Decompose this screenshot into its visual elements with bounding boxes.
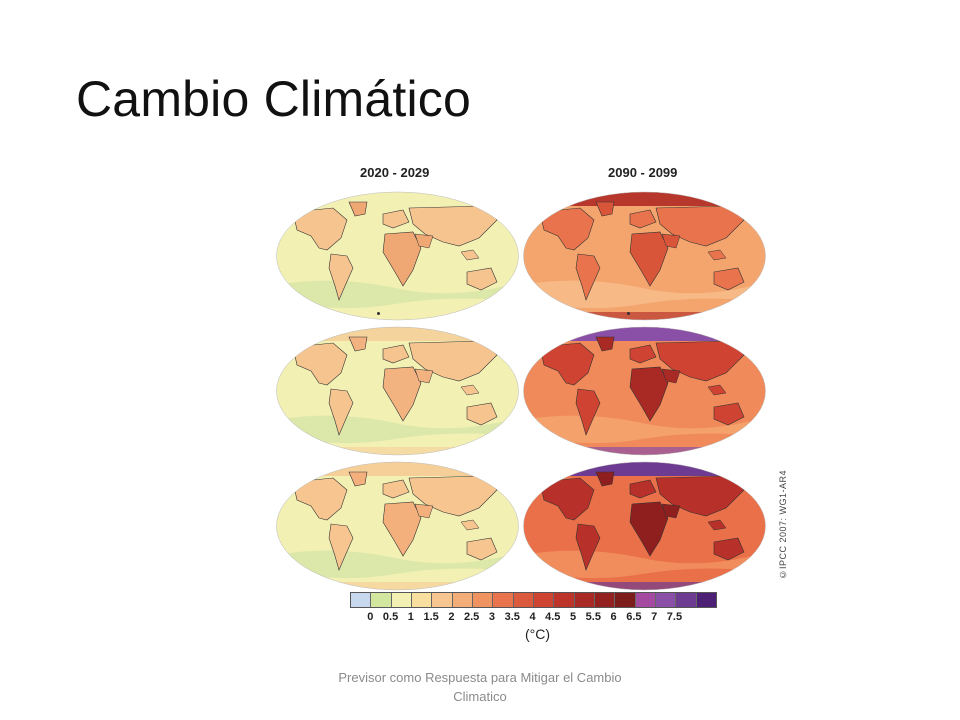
legend-color-bar (350, 592, 717, 608)
climate-maps-figure: 2020 - 2029 2090 - 2099 (270, 160, 810, 650)
temperature-map (522, 190, 767, 322)
legend-swatch (594, 593, 616, 607)
separator-dot (627, 312, 630, 315)
legend-tick-label: 4 (529, 611, 536, 623)
legend-tick-label: 7 (651, 611, 658, 623)
legend-swatch (635, 593, 656, 607)
legend-swatch (574, 593, 595, 607)
legend-tick-label: 6.5 (626, 611, 642, 623)
legend-swatch (351, 593, 372, 607)
legend-tick-label: 3.5 (504, 611, 520, 623)
legend-swatch (554, 593, 575, 607)
legend-tick-label: 0 (367, 611, 374, 623)
legend-swatch (676, 593, 697, 607)
legend-tick-label: 1 (407, 611, 414, 623)
slide-title: Cambio Climático (76, 71, 471, 127)
temperature-map (275, 325, 520, 457)
legend-tick-label: 0.5 (382, 611, 399, 623)
copyright-note: ©IPCC 2007: WG1-AR4 (778, 470, 788, 580)
legend-ticks: 0 0.5 1 1.5 2 2.5 3 3.5 4 4.5 5 5.5 6 6.5 7 7.5 (350, 611, 720, 625)
legend-swatch (615, 593, 636, 607)
temperature-map (522, 460, 767, 592)
slide-footer: Previsor como Respuesta para Mitigar el … (338, 670, 622, 704)
legend-tick-label: 6 (610, 611, 617, 623)
legend-tick-label: 2.5 (464, 611, 480, 623)
legend-swatch (411, 593, 433, 607)
temperature-legend: 0 0.5 1 1.5 2 2.5 3 3.5 4 4.5 5 5.5 6 6.5 7 7.5 (°C) (350, 592, 720, 652)
legend-swatch (472, 593, 494, 607)
legend-tick-label: 7.5 (666, 611, 683, 623)
temperature-map (275, 190, 520, 322)
legend-swatch (655, 593, 677, 607)
legend-swatch (452, 593, 473, 607)
legend-tick-label: 1.5 (423, 611, 439, 623)
legend-tick-label: 4.5 (545, 611, 561, 623)
column-header-2020: 2020 - 2029 (360, 165, 430, 180)
legend-tick-label: 5 (569, 611, 577, 623)
legend-swatch (696, 593, 716, 607)
legend-unit: (°C) (525, 626, 551, 642)
legend-swatch (493, 593, 514, 607)
legend-swatch (391, 593, 412, 607)
legend-tick-label: 5.5 (585, 611, 601, 623)
temperature-map (275, 460, 520, 592)
column-header-2090: 2090 - 2099 (608, 165, 678, 180)
legend-swatch (371, 593, 392, 607)
separator-dot (377, 312, 380, 315)
legend-swatch (432, 593, 453, 607)
legend-swatch (533, 593, 555, 607)
legend-swatch (513, 593, 534, 607)
legend-tick-label: 3 (488, 611, 495, 623)
legend-tick-label: 2 (448, 611, 455, 623)
temperature-map (522, 325, 767, 457)
